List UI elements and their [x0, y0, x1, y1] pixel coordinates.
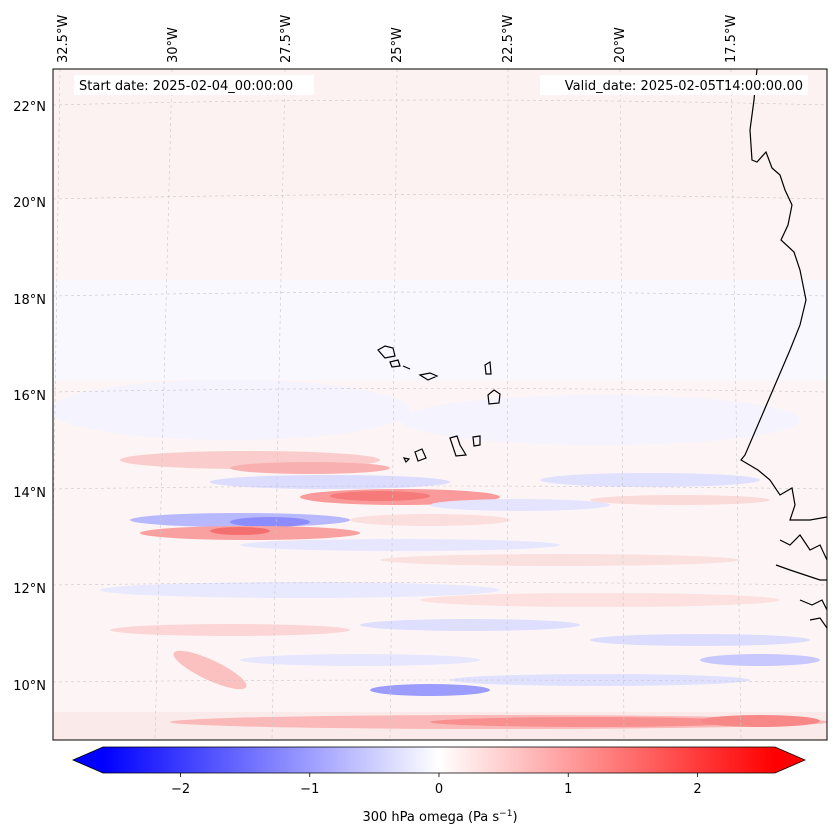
colorbar-tick-label: −1 [300, 782, 319, 797]
lat-label: 16°N [13, 389, 46, 404]
colorbar: −2 −1 0 1 2 300 hPa omega (Pa s−1) [71, 746, 807, 825]
colorbar-tick-label: 2 [693, 782, 701, 797]
lon-label: 32.5°W [56, 15, 71, 63]
gridlines [53, 69, 827, 740]
longitude-labels: 32.5°W 30°W 27.5°W 25°W 22.5°W 20°W 17.5… [56, 15, 739, 63]
lat-label: 10°N [13, 679, 46, 694]
omega-field [53, 69, 827, 740]
latitude-labels: 22°N 20°N 18°N 16°N 14°N 12°N 10°N [13, 100, 46, 694]
lon-label: 20°W [613, 27, 628, 63]
lat-label: 12°N [13, 582, 46, 597]
start-date-box [74, 75, 314, 95]
colorbar-min-extend [73, 747, 103, 773]
lon-label: 30°W [166, 27, 181, 63]
colorbar-tick-label: 0 [435, 782, 443, 797]
colorbar-gradient [103, 747, 775, 773]
africa-coastline [740, 69, 827, 521]
lat-label: 18°N [13, 293, 46, 308]
coastline [377, 69, 827, 629]
lat-label: 14°N [13, 486, 46, 501]
lon-label: 17.5°W [724, 15, 739, 63]
colorbar-tick-label: 1 [564, 782, 572, 797]
colorbar-max-extend [775, 747, 805, 773]
start-date-label: Start date: 2025-02-04_00:00:00 [79, 79, 293, 94]
valid-date-label: Valid_date: 2025-02-05T14:00:00.00 [565, 79, 803, 94]
lon-label: 22.5°W [501, 15, 516, 63]
cape-verde-islands [377, 345, 501, 464]
valid-date-box [540, 75, 808, 95]
colorbar-tick-label: −2 [171, 782, 190, 797]
colorbar-label: 300 hPa omega (Pa s−1) [362, 809, 517, 825]
lat-label: 22°N [13, 100, 46, 115]
map-frame [52, 68, 828, 741]
lat-label: 20°N [13, 196, 46, 211]
lon-label: 25°W [390, 27, 405, 63]
lon-label: 27.5°W [279, 15, 294, 63]
